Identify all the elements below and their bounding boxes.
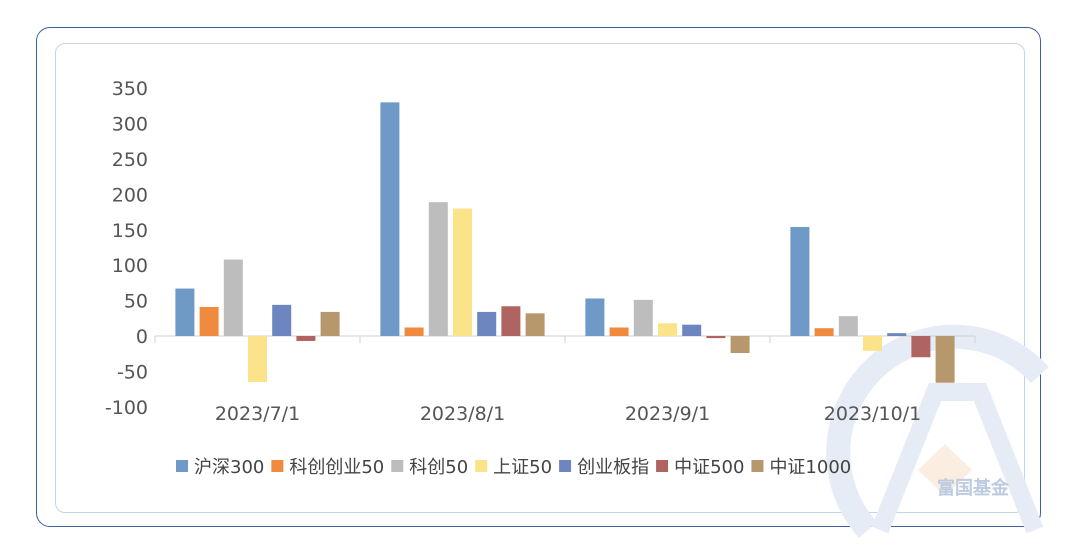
y-tick-label: 50 — [124, 291, 148, 313]
legend-swatch — [271, 460, 284, 472]
bar — [585, 298, 605, 336]
bar — [477, 311, 497, 336]
bar — [730, 336, 750, 353]
bar — [320, 311, 340, 336]
bar — [453, 208, 472, 336]
bar — [272, 304, 292, 336]
x-tick-label: 2023/7/1 — [215, 403, 300, 425]
legend-label: 创业板指 — [577, 457, 649, 478]
legend-swatch — [751, 460, 764, 472]
bar — [404, 327, 424, 336]
y-tick-label: 150 — [112, 220, 148, 242]
inner-frame — [55, 43, 1025, 513]
bar — [175, 288, 195, 336]
outer-frame — [36, 27, 1041, 527]
x-axis: 2023/7/1 2023/8/1 2023/9/1 2023/10/1 — [154, 335, 976, 425]
legend-swatch — [475, 460, 488, 472]
bars — [175, 102, 955, 383]
x-tick-label: 2023/8/1 — [420, 403, 505, 425]
legend-label: 上证50 — [493, 457, 552, 478]
y-tick-label: 0 — [136, 326, 148, 348]
bar — [706, 336, 726, 339]
bar — [682, 324, 702, 336]
bar — [814, 328, 834, 336]
bar — [658, 323, 677, 336]
bar — [790, 226, 810, 336]
y-axis: 350 300 250 200 150 100 50 0 -50 -100 — [105, 78, 148, 419]
legend-swatch — [391, 460, 404, 472]
legend-swatch — [176, 460, 188, 472]
legend-label: 中证1000 — [769, 457, 851, 478]
bar — [223, 259, 243, 336]
bar — [838, 316, 858, 336]
bar — [296, 336, 316, 341]
legend-label: 沪深300 — [194, 457, 264, 478]
bar — [380, 102, 400, 336]
y-tick-label: 300 — [112, 114, 148, 136]
legend-label: 科创创业50 — [289, 457, 384, 478]
bar — [911, 336, 931, 358]
x-tick-label: 2023/9/1 — [625, 403, 710, 425]
bar — [199, 306, 219, 336]
y-tick-label: 250 — [112, 149, 148, 171]
x-tick-label: 2023/10/1 — [824, 403, 921, 425]
bar — [609, 327, 629, 336]
bar — [501, 306, 521, 336]
bar — [887, 333, 907, 336]
y-tick-label: 100 — [112, 255, 148, 277]
legend-label: 中证500 — [674, 457, 744, 478]
bar — [248, 336, 267, 383]
y-tick-label: 350 — [112, 78, 148, 100]
bar — [935, 336, 955, 383]
y-tick-label: 200 — [112, 184, 148, 206]
bar — [428, 202, 448, 336]
y-tick-label: -50 — [117, 361, 148, 383]
legend-label: 科创50 — [409, 457, 468, 478]
y-tick-label: -100 — [105, 397, 148, 419]
legend-swatch — [559, 460, 572, 472]
watermark-logo: 富国基金 — [826, 324, 1049, 539]
bar — [633, 299, 653, 336]
legend: 沪深300 科创创业50 科创50 上证50 创业板指 中证500 中证1000 — [176, 457, 851, 478]
legend-swatch — [656, 460, 669, 472]
bar — [525, 313, 545, 336]
bar — [863, 336, 882, 351]
watermark-text: 富国基金 — [937, 477, 1010, 499]
